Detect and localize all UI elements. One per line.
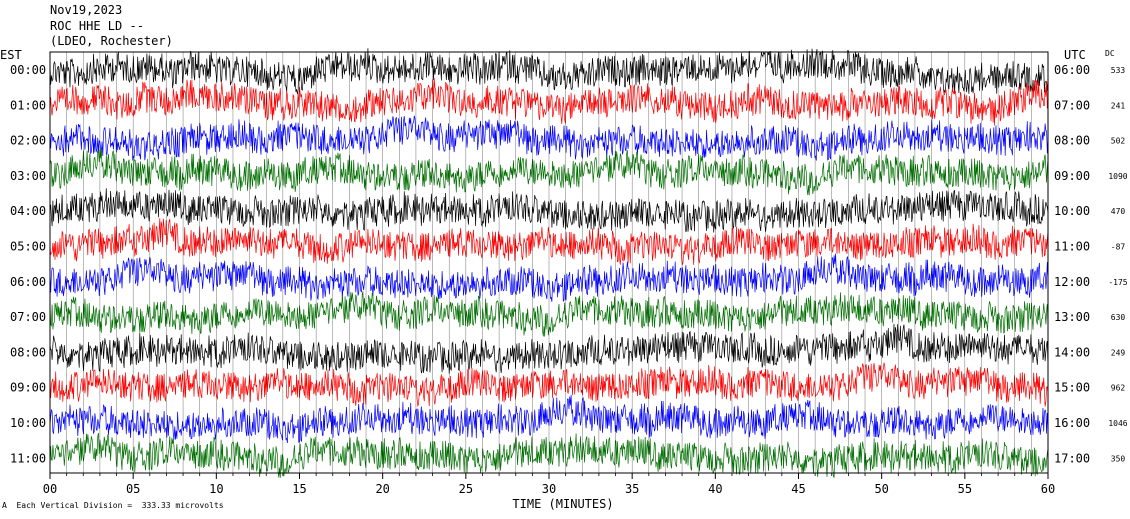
dc-offset-value: 350 xyxy=(1111,454,1126,463)
est-hour-label: 03:00 xyxy=(10,169,46,183)
est-hour-label: 09:00 xyxy=(10,381,46,395)
dc-offset-value: 249 xyxy=(1111,348,1126,357)
dc-offset-value: 502 xyxy=(1111,137,1126,146)
x-tick-label: 55 xyxy=(958,482,972,496)
x-tick-label: 40 xyxy=(708,482,722,496)
utc-hour-label: 17:00 xyxy=(1054,451,1090,465)
x-tick-label: 30 xyxy=(542,482,556,496)
utc-hour-label: 13:00 xyxy=(1054,310,1090,324)
dc-offset-value: -175 xyxy=(1108,278,1127,287)
x-axis-label: TIME (MINUTES) xyxy=(512,497,613,511)
x-tick-label: 20 xyxy=(375,482,389,496)
x-tick-label: 50 xyxy=(874,482,888,496)
utc-hour-label: 12:00 xyxy=(1054,275,1090,289)
network-name: (LDEO, Rochester) xyxy=(50,34,173,48)
dc-offset-value: 470 xyxy=(1111,207,1126,216)
utc-hour-label: 16:00 xyxy=(1054,416,1090,430)
dc-offset-value: 533 xyxy=(1111,66,1126,75)
dc-column-title: DC xyxy=(1105,49,1115,58)
dc-offset-value: 630 xyxy=(1111,313,1126,322)
station-code: ROC HHE LD -- xyxy=(50,19,144,33)
utc-hour-label: 11:00 xyxy=(1054,240,1090,254)
utc-hour-label: 07:00 xyxy=(1054,98,1090,112)
est-hour-label: 10:00 xyxy=(10,416,46,430)
est-hour-label: 01:00 xyxy=(10,98,46,112)
utc-hour-label: 14:00 xyxy=(1054,345,1090,359)
x-tick-label: 00 xyxy=(43,482,57,496)
dc-offset-value: -87 xyxy=(1111,243,1126,252)
est-hour-label: 06:00 xyxy=(10,275,46,289)
dc-offset-value: 962 xyxy=(1111,384,1126,393)
x-tick-label: 25 xyxy=(459,482,473,496)
utc-hour-label: 10:00 xyxy=(1054,204,1090,218)
chart-date: Nov19,2023 xyxy=(50,3,123,17)
est-hour-label: 04:00 xyxy=(10,204,46,218)
scale-note-text: Each Vertical Division = 333.33 microvol… xyxy=(16,501,224,510)
x-axis-ticks: 00 05 10 15 20 25 30 35 40 45 50 55 60 xyxy=(43,473,1055,496)
x-tick-label: 05 xyxy=(126,482,140,496)
x-tick-label: 45 xyxy=(791,482,805,496)
x-tick-label: 60 xyxy=(1041,482,1055,496)
est-hour-label: 05:00 xyxy=(10,240,46,254)
x-tick-label: 15 xyxy=(292,482,306,496)
x-tick-label: 10 xyxy=(209,482,223,496)
scale-mark: A xyxy=(2,501,7,510)
utc-hour-label: 15:00 xyxy=(1054,381,1090,395)
est-hour-label: 11:00 xyxy=(10,451,46,465)
utc-axis-title: UTC xyxy=(1064,48,1086,62)
row-labels: 00:00 06:00 533 01:00 07:00 241 02:00 08:00 502 0… xyxy=(10,63,1128,465)
est-hour-label: 02:00 xyxy=(10,134,46,148)
x-tick-label: 35 xyxy=(625,482,639,496)
scale-note: A Each Vertical Division = 333.33 microv… xyxy=(2,501,224,510)
est-hour-label: 08:00 xyxy=(10,345,46,359)
est-axis-title: EST xyxy=(0,48,22,62)
minute-gridlines xyxy=(66,52,1032,473)
dc-offset-value: 1090 xyxy=(1108,172,1127,181)
dc-offset-value: 1046 xyxy=(1108,419,1127,428)
est-hour-label: 00:00 xyxy=(10,63,46,77)
dc-offset-value: 241 xyxy=(1111,101,1126,110)
est-hour-label: 07:00 xyxy=(10,310,46,324)
utc-hour-label: 06:00 xyxy=(1054,63,1090,77)
utc-hour-label: 09:00 xyxy=(1054,169,1090,183)
utc-hour-label: 08:00 xyxy=(1054,134,1090,148)
